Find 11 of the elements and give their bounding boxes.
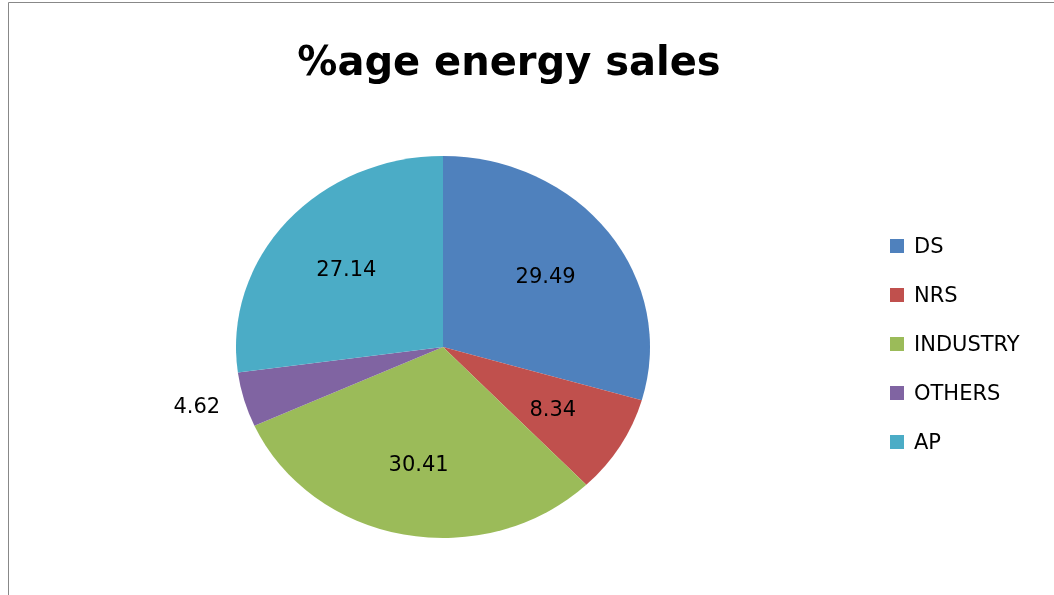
legend-label: DS [914,234,944,259]
legend-label: INDUSTRY [914,332,1020,357]
data-label: 4.62 [173,394,221,419]
data-label: 27.14 [316,257,377,282]
data-label: 8.34 [529,396,577,421]
legend-label: NRS [914,283,958,308]
legend-label: AP [914,430,942,455]
chart-title: %age energy sales [297,38,721,84]
legend-label: OTHERS [914,381,1001,406]
data-label: 29.49 [515,264,576,289]
data-label: 30.41 [388,451,449,476]
